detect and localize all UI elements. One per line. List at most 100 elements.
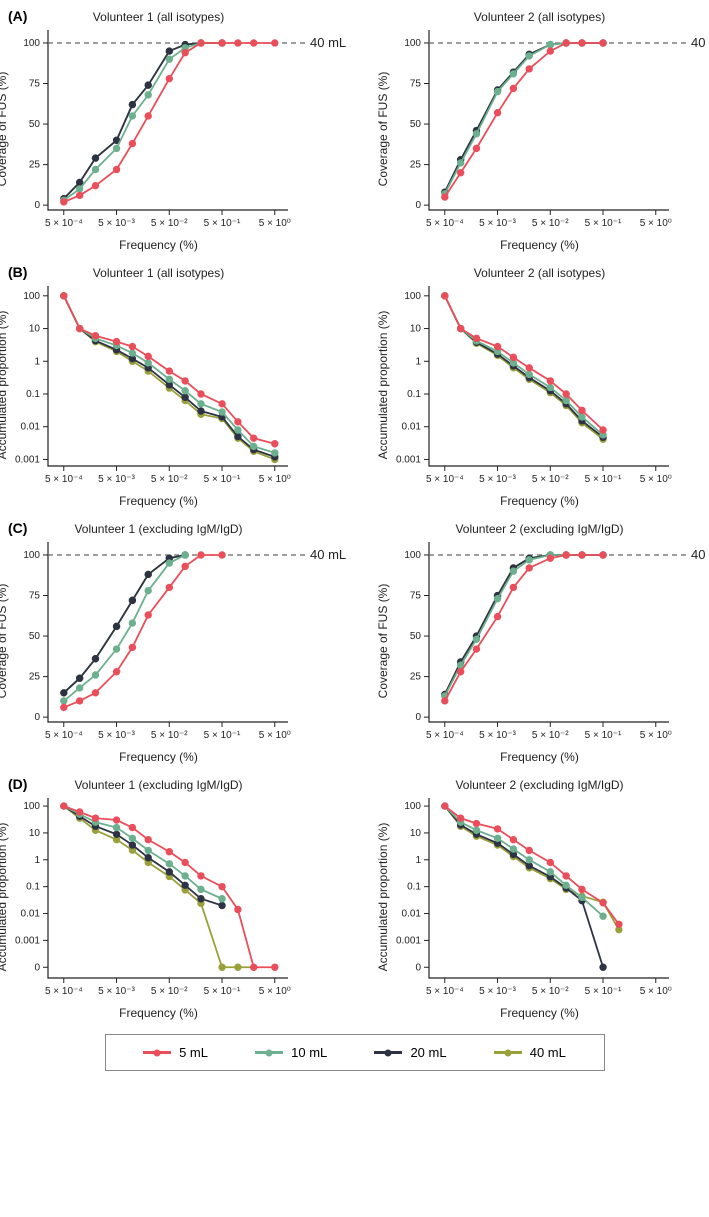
series-point-s20	[145, 82, 151, 88]
series-point-s10	[511, 71, 517, 77]
subplot-D-right: Volunteer 2 (excluding IgM/IgD)Accumulat…	[387, 778, 692, 1016]
series-point-s5	[442, 803, 448, 809]
series-point-s20	[145, 572, 151, 578]
series-point-s20	[77, 180, 83, 186]
svg-text:100: 100	[23, 801, 40, 812]
legend-label-20ml: 20 mL	[410, 1045, 446, 1060]
plot-title: Volunteer 1 (all isotypes)	[6, 266, 311, 280]
subplot-B-right: Volunteer 2 (all isotypes)Accumulated pr…	[387, 266, 692, 504]
series-point-s5	[235, 419, 241, 425]
series-point-s10	[167, 56, 173, 62]
svg-text:1: 1	[415, 356, 421, 367]
series-point-s5	[219, 40, 225, 46]
subplot-A-right: Volunteer 2 (all isotypes)Coverage of FU…	[387, 10, 692, 248]
series-point-s5	[77, 809, 83, 815]
svg-text:5 × 10⁻²: 5 × 10⁻²	[151, 730, 188, 741]
series-point-s5	[198, 391, 204, 397]
svg-text:5 × 10⁻⁴: 5 × 10⁻⁴	[426, 730, 464, 741]
svg-text:0: 0	[34, 962, 40, 973]
annotation-40ml: 40 mL	[691, 547, 709, 562]
series-point-s10	[579, 414, 585, 420]
row-C: (C) Volunteer 1 (excluding IgM/IgD)Cover…	[6, 522, 703, 760]
series-point-s20	[167, 48, 173, 54]
row-B: (B) Volunteer 1 (all isotypes)Accumulate…	[6, 266, 703, 504]
series-point-s20	[167, 869, 173, 875]
svg-text:0.001: 0.001	[396, 454, 421, 465]
series-point-s20	[114, 831, 120, 837]
svg-text:25: 25	[410, 672, 422, 683]
svg-text:5 × 10⁻²: 5 × 10⁻²	[532, 730, 569, 741]
series-line-s5	[445, 555, 603, 701]
series-point-s10	[474, 636, 480, 642]
series-point-s5	[93, 333, 99, 339]
series-point-s5	[474, 146, 480, 152]
series-point-s5	[272, 441, 278, 447]
series-point-s20	[130, 598, 136, 604]
series-point-s20	[526, 863, 532, 869]
series-point-s10	[474, 131, 480, 137]
series-point-s10	[198, 887, 204, 893]
svg-text:100: 100	[404, 38, 421, 49]
series-point-s10	[458, 662, 464, 668]
svg-text:5 × 10⁻⁴: 5 × 10⁻⁴	[426, 474, 464, 485]
series-point-s5	[511, 86, 517, 92]
series-line-s40	[64, 43, 222, 199]
svg-text:5 × 10⁻¹: 5 × 10⁻¹	[204, 218, 241, 229]
series-point-s5	[130, 141, 136, 147]
series-point-s5	[61, 803, 67, 809]
series-point-s10	[130, 113, 136, 119]
series-point-s10	[77, 186, 83, 192]
series-point-s20	[219, 903, 225, 909]
svg-text:5 × 10⁻³: 5 × 10⁻³	[479, 730, 516, 741]
series-point-s10	[130, 835, 136, 841]
series-point-s10	[77, 685, 83, 691]
series-point-s20	[182, 883, 188, 889]
series-point-s5	[145, 354, 151, 360]
series-point-s10	[526, 372, 532, 378]
series-point-s5	[114, 817, 120, 823]
series-line-s10	[64, 43, 222, 200]
svg-text:0.01: 0.01	[21, 909, 41, 920]
annotation-40ml: 40 mL	[310, 35, 346, 50]
svg-text:1: 1	[34, 356, 40, 367]
svg-text:0.01: 0.01	[21, 422, 41, 433]
series-point-s5	[182, 378, 188, 384]
svg-text:100: 100	[23, 291, 40, 302]
series-point-s5	[511, 837, 517, 843]
series-point-s5	[130, 344, 136, 350]
legend-item-20ml: 20 mL	[374, 1045, 446, 1060]
svg-text:0: 0	[415, 962, 421, 973]
svg-text:5 × 10⁻³: 5 × 10⁻³	[98, 474, 135, 485]
plot-title: Volunteer 2 (excluding IgM/IgD)	[387, 778, 692, 792]
series-point-s10	[167, 861, 173, 867]
series-point-s10	[579, 895, 585, 901]
series-point-s5	[145, 837, 151, 843]
series-point-s10	[495, 89, 501, 95]
plot-svg: 5 × 10⁻⁴5 × 10⁻³5 × 10⁻²5 × 10⁻¹5 × 10⁰0…	[48, 286, 314, 502]
series-point-s5	[114, 339, 120, 345]
y-axis-label: Coverage of FUS (%)	[0, 584, 9, 699]
legend-label-5ml: 5 mL	[179, 1045, 208, 1060]
svg-text:5 × 10⁻³: 5 × 10⁻³	[479, 218, 516, 229]
series-point-s5	[219, 401, 225, 407]
svg-text:5 × 10⁻¹: 5 × 10⁻¹	[204, 474, 241, 485]
series-point-s10	[235, 427, 241, 433]
series-point-s5	[198, 873, 204, 879]
series-point-s10	[182, 388, 188, 394]
svg-text:5 × 10⁰: 5 × 10⁰	[259, 730, 291, 741]
figure-page: { "colors": { "s5": "#e94e5a", "s10": "#…	[0, 0, 709, 1081]
series-point-s10	[182, 873, 188, 879]
svg-text:0.01: 0.01	[402, 909, 422, 920]
series-point-s10	[145, 92, 151, 98]
svg-text:5 × 10⁻¹: 5 × 10⁻¹	[585, 218, 622, 229]
plot-title: Volunteer 1 (excluding IgM/IgD)	[6, 522, 311, 536]
series-point-s5	[600, 427, 606, 433]
legend-label-10ml: 10 mL	[291, 1045, 327, 1060]
series-point-s20	[130, 842, 136, 848]
series-point-s10	[526, 53, 532, 59]
series-point-s5	[511, 355, 517, 361]
series-point-s5	[526, 66, 532, 72]
series-point-s5	[458, 669, 464, 675]
series-point-s10	[145, 360, 151, 366]
series-point-s5	[474, 336, 480, 342]
